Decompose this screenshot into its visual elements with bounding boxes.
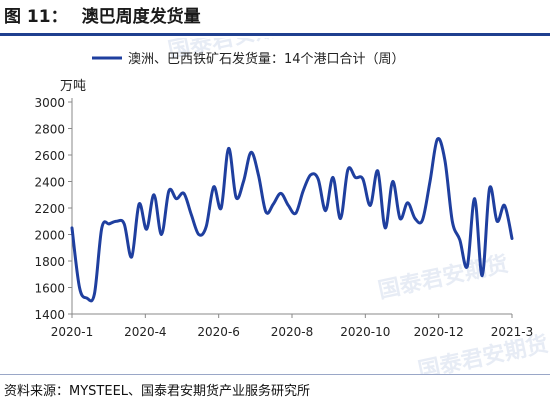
y-tick-label: 2000 — [34, 229, 65, 243]
watermark-text: 国泰君安期货 — [376, 251, 511, 304]
y-tick-label: 2600 — [34, 149, 65, 163]
figure-title-text: 澳巴周度发货量 — [81, 7, 201, 27]
x-tick-label: 2020-6 — [197, 325, 240, 339]
y-tick-label: 1400 — [34, 308, 65, 322]
chart-area: 国泰君安期货国泰君安期货国泰君安期货 澳洲、巴西铁矿石发货量：14个港口合计（周… — [0, 11, 550, 384]
figure-title: 图 11： 澳巴周度发货量 — [4, 2, 201, 32]
title-divider — [0, 33, 550, 36]
y-tick-label: 2200 — [34, 202, 65, 216]
y-tick-label: 1600 — [34, 282, 65, 296]
x-tick-label: 2021-3 — [491, 325, 534, 339]
x-tick-label: 2020-12 — [414, 325, 464, 339]
y-tick-label: 2800 — [34, 123, 65, 137]
x-tick-label: 2020-4 — [124, 325, 167, 339]
x-tick-label: 2020-1 — [51, 325, 94, 339]
y-axis-unit-label: 万吨 — [60, 79, 86, 94]
source-note: 资料来源：MYSTEEL、国泰君安期货产业服务研究所 — [4, 384, 311, 399]
y-tick-label: 3000 — [34, 96, 65, 110]
x-tick-label: 2020-10 — [340, 325, 390, 339]
series-line — [70, 136, 514, 303]
legend: 澳洲、巴西铁矿石发货量：14个港口合计（周） — [92, 51, 405, 67]
line-chart: 国泰君安期货国泰君安期货国泰君安期货 澳洲、巴西铁矿石发货量：14个港口合计（周… — [34, 11, 550, 384]
x-tick-label: 2020-8 — [271, 325, 314, 339]
figure-number: 图 11： — [4, 7, 68, 27]
y-tick-label: 2400 — [34, 176, 65, 190]
y-tick-label: 1800 — [34, 255, 65, 269]
legend-label: 澳洲、巴西铁矿石发货量：14个港口合计（周） — [128, 51, 405, 67]
footer-divider — [0, 374, 550, 375]
